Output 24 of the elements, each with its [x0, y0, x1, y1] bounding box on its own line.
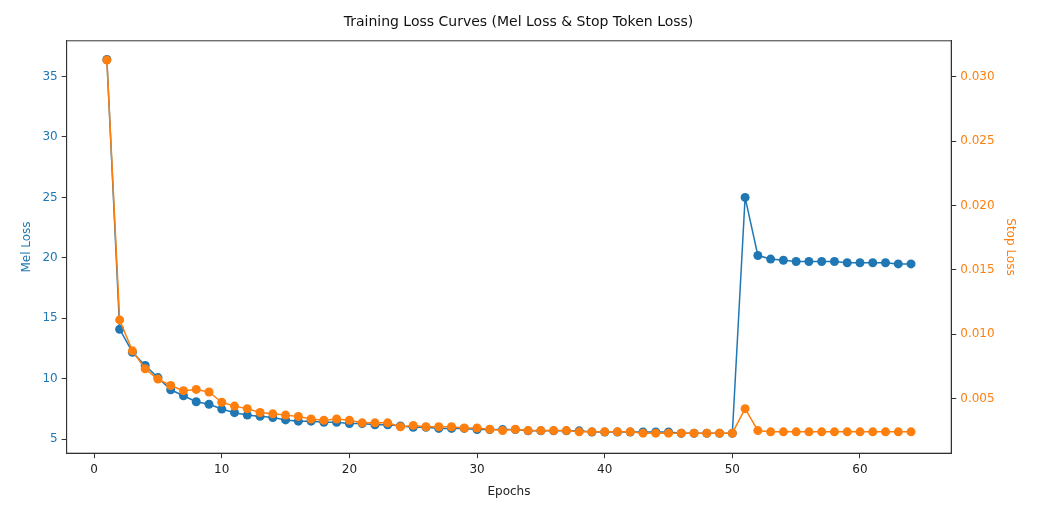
x-tick-label: 0 — [90, 461, 98, 476]
y2-tick-label: 0.030 — [960, 68, 995, 83]
y-tick-label: 25 — [42, 189, 58, 204]
y2-tick-label: 0.010 — [960, 326, 995, 341]
y-tick-label: 30 — [42, 129, 58, 144]
y2-tick-label: 0.005 — [960, 390, 995, 405]
y-tick-label: 5 — [50, 431, 58, 446]
y2-axis-title: Stop Loss — [1003, 218, 1018, 276]
y-tick-label: 15 — [42, 310, 58, 325]
x-tick-label: 60 — [852, 461, 868, 476]
x-tick-label: 30 — [469, 461, 485, 476]
y-tick-label: 20 — [42, 250, 58, 265]
chart-title: Training Loss Curves (Mel Loss & Stop Token Loss) — [342, 13, 694, 30]
x-tick-label: 20 — [341, 461, 358, 476]
y2-tick-label: 0.020 — [960, 197, 995, 212]
y-tick-label: 35 — [42, 68, 58, 83]
x-tick-label: 40 — [597, 461, 613, 476]
y2-tick-label: 0.025 — [960, 133, 995, 148]
y-tick-label: 10 — [42, 370, 58, 385]
x-axis-title: Epochs — [487, 483, 531, 498]
y2-tick-label: 0.015 — [960, 261, 995, 276]
x-tick-label: 10 — [214, 461, 230, 476]
y-axis-title: Mel Loss — [19, 221, 34, 273]
x-tick-label: 50 — [724, 461, 740, 476]
